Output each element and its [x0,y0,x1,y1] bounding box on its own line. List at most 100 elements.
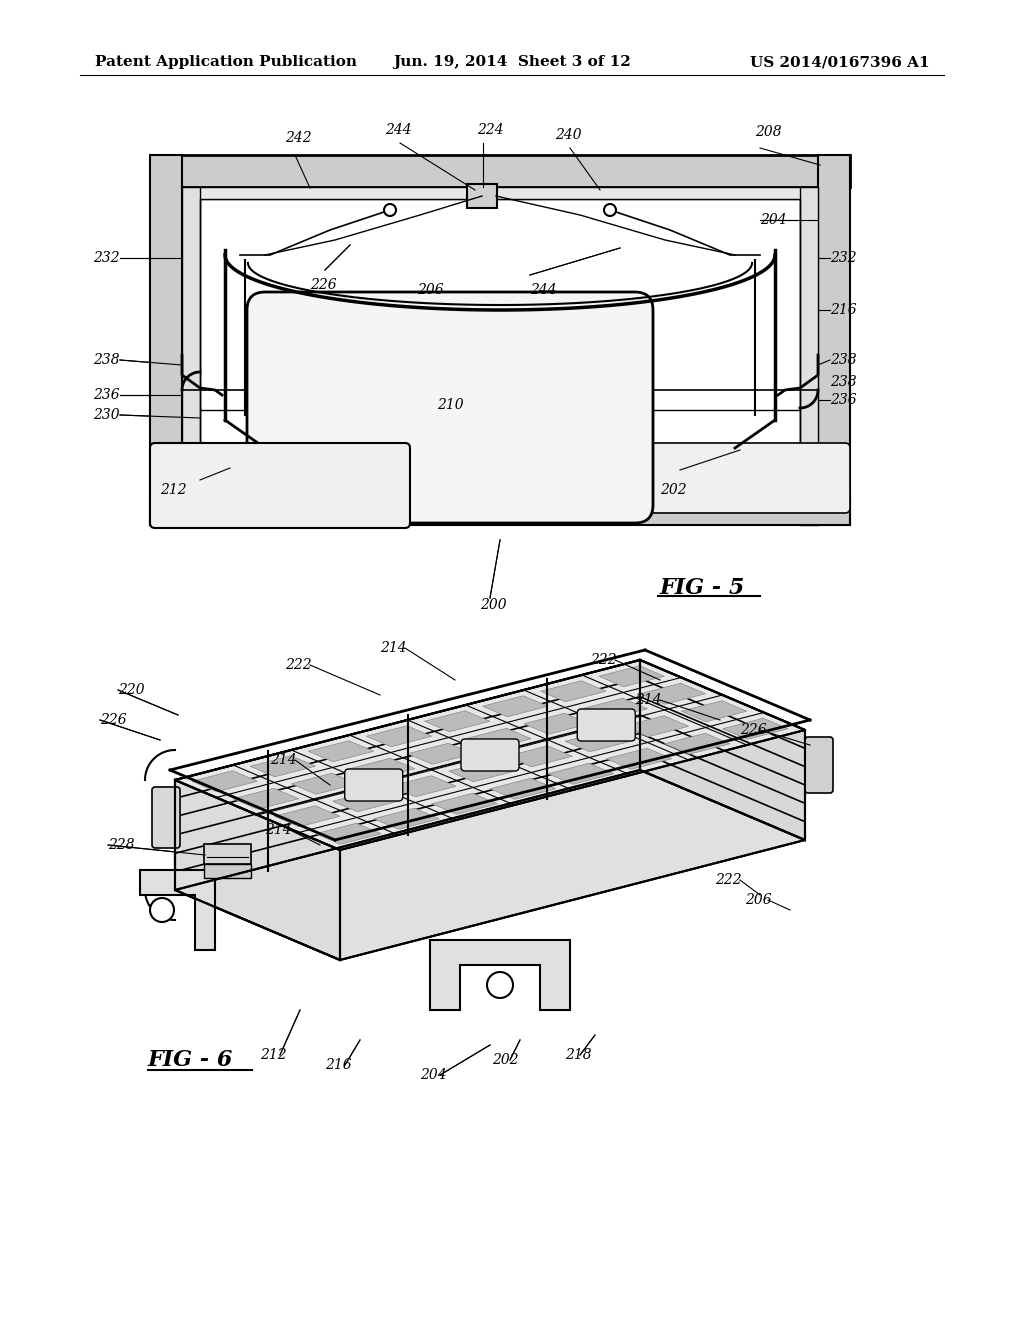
Text: 232: 232 [830,251,857,265]
FancyBboxPatch shape [204,843,251,865]
Circle shape [604,205,616,216]
Polygon shape [665,733,730,754]
FancyBboxPatch shape [152,787,180,847]
Text: 202: 202 [492,1053,518,1067]
Text: 236: 236 [830,393,857,407]
Polygon shape [624,715,689,737]
Text: 230: 230 [93,408,120,422]
Text: 200: 200 [480,598,507,612]
Text: 238: 238 [93,352,120,367]
Text: 220: 220 [118,682,144,697]
Text: 204: 204 [760,213,786,227]
FancyBboxPatch shape [204,865,251,878]
Polygon shape [233,788,299,809]
Text: 214: 214 [265,822,292,837]
Polygon shape [524,713,589,734]
Text: Jun. 19, 2014  Sheet 3 of 12: Jun. 19, 2014 Sheet 3 of 12 [393,55,631,69]
Text: 214: 214 [270,752,297,767]
Polygon shape [640,660,805,840]
Polygon shape [432,793,498,814]
Text: 244: 244 [385,123,412,137]
Text: 226: 226 [100,713,127,727]
Text: 242: 242 [285,131,311,145]
Text: 214: 214 [635,693,662,708]
Text: 206: 206 [417,282,443,297]
Polygon shape [582,698,647,719]
Text: 210: 210 [436,399,463,412]
Polygon shape [367,726,432,747]
Circle shape [384,205,396,216]
FancyBboxPatch shape [247,292,653,523]
Polygon shape [374,808,439,829]
Text: 204: 204 [420,1068,446,1082]
Polygon shape [191,771,257,792]
Polygon shape [315,824,381,845]
FancyBboxPatch shape [150,444,410,528]
Polygon shape [606,748,672,770]
Text: 226: 226 [310,279,337,292]
Polygon shape [140,870,215,950]
Polygon shape [175,660,640,890]
FancyBboxPatch shape [345,770,402,801]
Polygon shape [425,710,489,731]
FancyBboxPatch shape [150,154,182,525]
FancyBboxPatch shape [467,183,497,209]
Text: 216: 216 [830,304,857,317]
Text: FIG - 6: FIG - 6 [148,1049,233,1071]
Text: 240: 240 [555,128,582,143]
Polygon shape [681,701,746,722]
FancyBboxPatch shape [200,199,800,494]
Polygon shape [599,665,665,686]
Polygon shape [250,756,315,776]
Polygon shape [640,684,706,705]
Text: FIG - 5: FIG - 5 [660,577,745,599]
FancyBboxPatch shape [461,739,519,771]
Text: 222: 222 [285,657,311,672]
Text: 232: 232 [93,251,120,265]
FancyBboxPatch shape [578,709,635,741]
Text: 226: 226 [740,723,767,737]
Polygon shape [449,760,514,781]
Circle shape [487,972,513,998]
Text: 228: 228 [108,838,134,851]
Polygon shape [482,696,548,717]
Polygon shape [565,731,631,752]
Text: 238: 238 [830,375,857,389]
FancyBboxPatch shape [150,154,850,187]
Text: Patent Application Publication: Patent Application Publication [95,55,357,69]
Text: 236: 236 [93,388,120,403]
Text: 222: 222 [590,653,616,667]
Text: 206: 206 [745,894,772,907]
Polygon shape [490,779,556,799]
Polygon shape [175,770,805,960]
Text: 244: 244 [530,282,557,297]
Polygon shape [175,660,805,850]
Text: 224: 224 [477,123,504,137]
FancyBboxPatch shape [805,737,833,793]
Text: 214: 214 [380,642,407,655]
FancyBboxPatch shape [800,187,818,525]
FancyBboxPatch shape [150,492,850,525]
Polygon shape [349,758,415,779]
Polygon shape [408,743,473,764]
Polygon shape [548,763,613,784]
FancyBboxPatch shape [182,187,200,525]
Polygon shape [430,940,570,1010]
Text: US 2014/0167396 A1: US 2014/0167396 A1 [751,55,930,69]
Text: 202: 202 [660,483,687,498]
Polygon shape [541,681,606,702]
Polygon shape [274,805,340,826]
Text: 222: 222 [715,873,741,887]
Text: 208: 208 [755,125,781,139]
FancyBboxPatch shape [175,187,825,199]
FancyBboxPatch shape [590,444,850,513]
Polygon shape [308,741,374,762]
Text: 238: 238 [830,352,857,367]
Polygon shape [391,776,456,797]
Polygon shape [292,774,356,795]
Text: 212: 212 [160,483,186,498]
Polygon shape [333,791,398,812]
Polygon shape [175,780,340,960]
Polygon shape [723,718,788,739]
Circle shape [150,898,174,921]
